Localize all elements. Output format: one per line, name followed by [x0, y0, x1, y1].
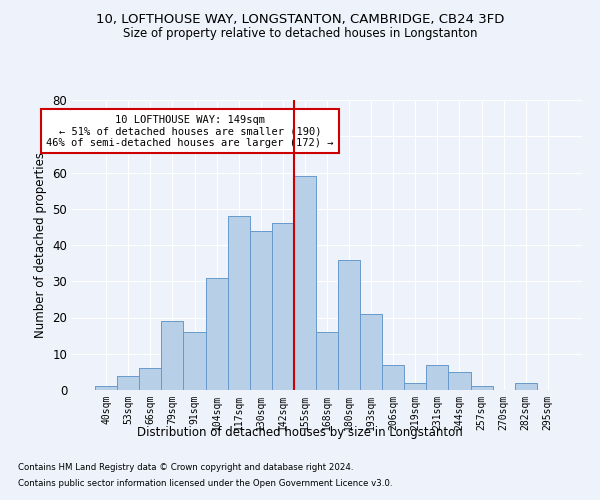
- Text: 10 LOFTHOUSE WAY: 149sqm
← 51% of detached houses are smaller (190)
46% of semi-: 10 LOFTHOUSE WAY: 149sqm ← 51% of detach…: [46, 114, 334, 148]
- Bar: [448, 372, 470, 390]
- Bar: [316, 332, 338, 390]
- Bar: [294, 176, 316, 390]
- Bar: [184, 332, 206, 390]
- Bar: [272, 223, 294, 390]
- Bar: [161, 321, 184, 390]
- Text: 10, LOFTHOUSE WAY, LONGSTANTON, CAMBRIDGE, CB24 3FD: 10, LOFTHOUSE WAY, LONGSTANTON, CAMBRIDG…: [96, 12, 504, 26]
- Bar: [227, 216, 250, 390]
- Bar: [95, 386, 117, 390]
- Text: Contains public sector information licensed under the Open Government Licence v3: Contains public sector information licen…: [18, 478, 392, 488]
- Bar: [250, 230, 272, 390]
- Bar: [382, 364, 404, 390]
- Y-axis label: Number of detached properties: Number of detached properties: [34, 152, 47, 338]
- Text: Contains HM Land Registry data © Crown copyright and database right 2024.: Contains HM Land Registry data © Crown c…: [18, 464, 353, 472]
- Bar: [404, 383, 427, 390]
- Bar: [117, 376, 139, 390]
- Bar: [470, 386, 493, 390]
- Bar: [139, 368, 161, 390]
- Bar: [206, 278, 227, 390]
- Bar: [338, 260, 360, 390]
- Text: Distribution of detached houses by size in Longstanton: Distribution of detached houses by size …: [137, 426, 463, 439]
- Text: Size of property relative to detached houses in Longstanton: Size of property relative to detached ho…: [123, 28, 477, 40]
- Bar: [360, 314, 382, 390]
- Bar: [427, 364, 448, 390]
- Bar: [515, 383, 537, 390]
